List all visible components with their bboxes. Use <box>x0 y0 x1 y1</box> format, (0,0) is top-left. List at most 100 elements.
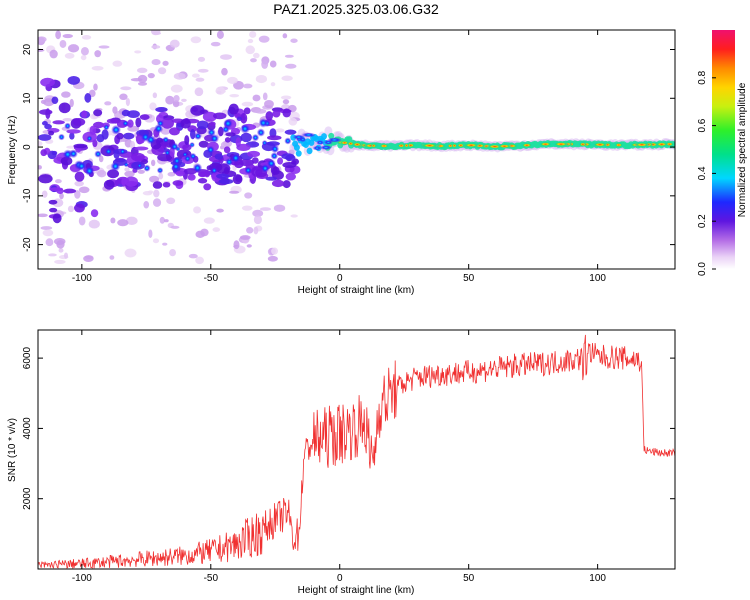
spectrogram-peak-blob <box>206 145 215 154</box>
spectrogram-noise-blob <box>91 65 104 71</box>
spectrogram-peak-blob <box>284 137 292 145</box>
spectrogram-energy-blob <box>41 121 48 126</box>
spectrogram-peak-blob <box>84 166 95 176</box>
spectrogram-energy-blob <box>116 132 124 140</box>
snr-frame <box>37 329 676 570</box>
spectrogram-noise-blob <box>157 67 167 75</box>
spectrogram-energy-blob <box>169 127 180 136</box>
spectrogram-energy-blob <box>48 199 58 205</box>
spectrogram-noise-blob <box>172 100 180 108</box>
spectrogram-ridge-peak <box>552 141 570 147</box>
spectrogram-noise-blob <box>166 197 176 205</box>
spectrogram-energy-blob <box>38 134 52 141</box>
spectrogram-noise-blob <box>117 219 129 227</box>
spectrogram-noise-blob <box>45 238 54 247</box>
spectrogram-noise-blob <box>162 60 169 66</box>
spectrogram-noise-blob <box>55 179 62 184</box>
spectrogram-noise-blob <box>203 217 215 224</box>
spectrogram-ridge-peak <box>420 143 439 148</box>
spectrogram-ridge-peak <box>299 137 307 143</box>
spectrogram-noise-blob <box>194 87 204 97</box>
snr-xtick-label: 50 <box>463 573 475 584</box>
spectrogram-peak-blob <box>221 125 230 134</box>
spectrogram-ridge-peak <box>578 141 587 147</box>
spectrogram-noise-blob <box>137 81 148 86</box>
spectrogram-ridge-peak <box>592 142 608 148</box>
spectrogram-noise-blob <box>215 86 226 95</box>
spectrogram-noise-blob <box>94 50 102 58</box>
spectrogram-noise-blob <box>119 93 128 101</box>
spectrogram-xtick-label: 50 <box>463 273 475 284</box>
spectrogram-noise-blob <box>67 205 75 213</box>
snr-ytick-label: 4000 <box>22 417 33 440</box>
spectrogram-energy-blob <box>180 118 191 129</box>
colorbar-tick-label: 0.0 <box>697 262 708 276</box>
spectrogram-energy-blob <box>161 117 174 129</box>
spectrogram-energy-blob <box>89 125 97 135</box>
spectrogram-noise-blob <box>38 213 48 218</box>
colorbar-tick-label: 0.8 <box>697 70 708 84</box>
spectrogram-noise-blob <box>173 94 180 102</box>
spectrogram-peak-blob <box>136 163 143 169</box>
spectrogram-noise-blob <box>229 190 240 194</box>
spectrogram-energy-blob <box>124 176 139 187</box>
spectrogram-energy-blob <box>52 213 62 224</box>
spectrogram-energy-blob <box>284 129 297 135</box>
spectrogram-energy-blob <box>240 132 252 143</box>
spectrogram-noise-blob <box>55 30 61 40</box>
spectrogram-energy-blob <box>206 165 213 171</box>
spectrogram-energy-blob <box>236 116 242 122</box>
spectrogram-noise-blob <box>149 102 157 111</box>
spectrogram-noise-blob <box>54 259 66 264</box>
spectrogram-ridge-peak <box>451 143 458 149</box>
spectrogram-ridge-peak <box>614 142 624 148</box>
spectrogram-ridge-peak <box>497 143 512 149</box>
spectrogram-noise-blob <box>56 240 65 249</box>
spectrogram-energy-blob <box>216 163 231 174</box>
spectrogram-energy-blob <box>247 150 261 158</box>
spectrogram-energy-blob <box>235 113 242 118</box>
spectrogram-noise-blob <box>197 56 206 62</box>
spectrogram-energy-blob <box>189 129 196 140</box>
spectrogram-peak-blob <box>58 133 65 141</box>
spectrogram-ridge-peak <box>301 132 316 138</box>
spectrogram-ridge-peak <box>378 143 390 149</box>
spectrogram-noise-blob <box>246 226 254 234</box>
spectrogram-xtick-label: -100 <box>72 273 92 284</box>
spectrogram-energy-blob <box>74 171 85 182</box>
spectrogram-energy-blob <box>81 110 88 119</box>
spectrogram-energy-blob <box>187 173 196 181</box>
colorbar-tick-label: 0.2 <box>697 214 708 228</box>
spectrogram-noise-blob <box>97 170 107 178</box>
spectrogram-ridge-peak <box>538 141 553 147</box>
spectrogram-ridge-peak <box>634 142 650 148</box>
spectrogram-peak-blob <box>76 161 87 171</box>
spectrogram-energy-blob <box>203 183 212 191</box>
spectrogram-noise-blob <box>250 58 257 63</box>
spectrogram-xlabel: Height of straight line (km) <box>298 285 415 296</box>
spectrogram-energy-blob <box>40 149 47 157</box>
spectrogram-peak-blob <box>270 152 279 160</box>
spectrogram-noise-blob <box>259 207 272 211</box>
colorbar-label: Normalized spectral amplitude <box>737 82 748 217</box>
spectrogram-energy-blob <box>107 169 120 179</box>
spectrogram-noise-blob <box>130 78 143 82</box>
spectrogram-peak-blob <box>172 156 182 166</box>
snr-series-line <box>38 334 675 569</box>
spectrogram-energy-blob <box>66 129 81 134</box>
spectrogram-noise-blob <box>74 180 84 187</box>
spectrogram-ytick-label: 10 <box>22 92 33 104</box>
spectrogram-noise-blob <box>61 91 71 98</box>
snr-xtick-label: -50 <box>204 573 219 584</box>
spectrogram-energy-blob <box>228 103 239 115</box>
spectrogram-peak-blob <box>240 123 250 134</box>
spectrogram-noise-blob <box>78 216 86 226</box>
spectrogram-noise-blob <box>48 253 57 257</box>
spectrogram-ridge-peak <box>319 145 333 150</box>
spectrogram-energy-blob <box>216 173 230 179</box>
spectrogram-noise-blob <box>229 93 240 98</box>
spectrogram-noise-blob <box>67 44 80 53</box>
spectrogram-peak-blob <box>94 150 102 158</box>
spectrogram-energy-blob <box>67 75 81 85</box>
